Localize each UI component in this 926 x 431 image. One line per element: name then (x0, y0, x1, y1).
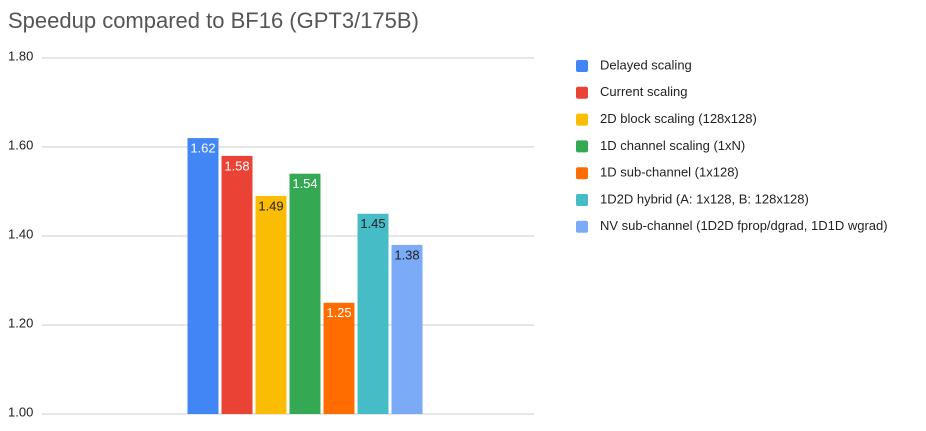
data-label: 1.49 (258, 198, 283, 213)
bar (221, 155, 253, 414)
data-label: 1.45 (360, 216, 385, 231)
data-label: 1.62 (190, 141, 215, 156)
bar (357, 213, 389, 414)
chart-title: Speedup compared to BF16 (GPT3/175B) (8, 8, 419, 33)
bar (187, 138, 219, 414)
legend-label: NV sub-channel (1D2D fprop/dgrad, 1D1D w… (600, 218, 888, 233)
legend-label: 2D block scaling (128x128) (600, 111, 757, 126)
data-label: 1.58 (224, 158, 249, 173)
data-label: 1.25 (326, 305, 351, 320)
y-tick-label: 1.80 (8, 48, 33, 63)
legend-swatch (576, 113, 588, 126)
bar (289, 173, 321, 414)
bar (391, 244, 423, 414)
bar (255, 195, 287, 414)
legend-label: Delayed scaling (600, 57, 692, 72)
legend-label: 1D2D hybrid (A: 1x128, B: 128x128) (600, 191, 809, 206)
data-label: 1.54 (292, 176, 317, 191)
data-label: 1.38 (394, 247, 419, 262)
legend-swatch (576, 86, 588, 99)
y-tick-label: 1.60 (8, 137, 33, 152)
legend-label: 1D sub-channel (1x128) (600, 165, 739, 180)
legend-swatch (576, 194, 588, 206)
legend-swatch (576, 140, 588, 153)
legend-swatch (576, 60, 588, 72)
y-tick-label: 1.00 (8, 404, 33, 419)
legend-label: Current scaling (600, 84, 687, 99)
y-tick-label: 1.40 (8, 226, 33, 241)
legend-swatch (576, 220, 588, 233)
y-tick-label: 1.20 (8, 315, 33, 330)
bar (323, 302, 355, 414)
legend-swatch (576, 167, 588, 180)
legend-label: 1D channel scaling (1xN) (600, 138, 745, 153)
